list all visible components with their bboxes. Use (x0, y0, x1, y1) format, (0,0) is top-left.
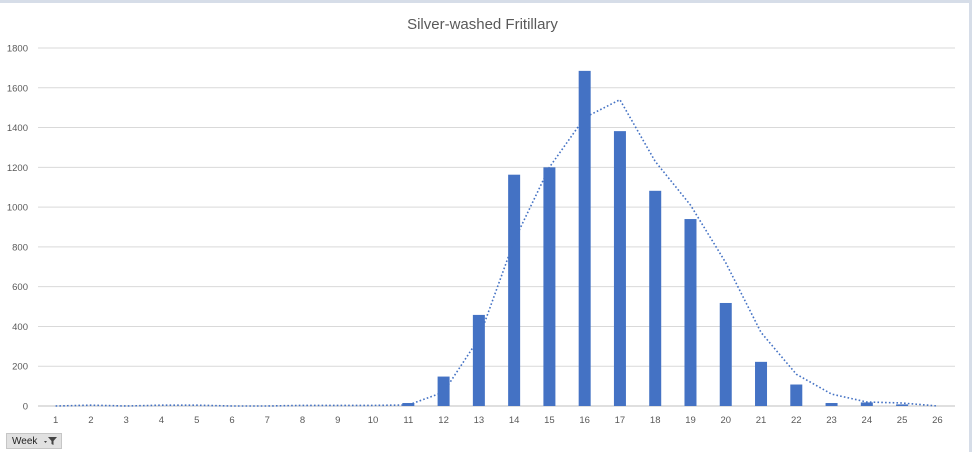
y-tick-label: 1800 (7, 44, 28, 55)
x-tick-label: 26 (932, 415, 943, 426)
x-tick-label: 7 (265, 415, 270, 426)
x-axis-ticks: 1 2 3 4 5 6 7 8 9 10 11 12 13 14 15 16 17 18 19 20 21 22 23 24 2… (53, 415, 943, 426)
bar (437, 376, 450, 406)
filter-dropdown-icon[interactable] (44, 436, 58, 446)
x-tick-label: 16 (579, 415, 590, 426)
week-field-label: Week (12, 435, 38, 447)
y-tick-label: 200 (12, 362, 28, 373)
x-tick-label: 23 (826, 415, 837, 426)
x-tick-label: 5 (194, 415, 199, 426)
x-tick-label: 10 (368, 415, 379, 426)
x-tick-label: 2 (88, 415, 93, 426)
x-tick-label: 14 (509, 415, 520, 426)
trendline (55, 98, 938, 407)
bar (649, 190, 662, 406)
y-tick-label: 1600 (7, 83, 28, 94)
x-tick-label: 20 (720, 415, 731, 426)
x-tick-label: 6 (229, 415, 234, 426)
bar-series (402, 70, 909, 406)
bar (719, 302, 732, 406)
x-tick-label: 13 (474, 415, 485, 426)
x-tick-label: 4 (159, 415, 164, 426)
x-tick-label: 12 (438, 415, 449, 426)
x-tick-label: 3 (124, 415, 129, 426)
bar (684, 219, 697, 406)
bar (508, 174, 521, 406)
bar (825, 403, 838, 406)
trendline-path (55, 98, 938, 407)
y-axis-ticks: 0 200 400 600 800 1000 1200 1400 1600 1800 (7, 44, 28, 413)
y-tick-label: 1200 (7, 163, 28, 174)
chart-title: Silver-washed Fritillary (407, 16, 558, 33)
bar (755, 361, 768, 406)
week-field-button[interactable]: Week (6, 433, 62, 449)
x-tick-label: 22 (791, 415, 802, 426)
bar (578, 70, 591, 406)
bar (790, 384, 803, 406)
y-tick-label: 400 (12, 322, 28, 333)
x-tick-label: 8 (300, 415, 305, 426)
x-tick-label: 18 (650, 415, 661, 426)
x-tick-label: 19 (685, 415, 696, 426)
bar (613, 131, 626, 406)
x-tick-label: 25 (897, 415, 908, 426)
bar (896, 404, 909, 406)
y-tick-label: 1000 (7, 203, 28, 214)
bar (472, 314, 485, 406)
gridlines (38, 47, 955, 407)
y-tick-label: 600 (12, 282, 28, 293)
y-tick-label: 1400 (7, 123, 28, 134)
x-tick-label: 21 (756, 415, 767, 426)
x-tick-label: 1 (53, 415, 58, 426)
x-tick-label: 11 (403, 415, 413, 426)
x-tick-label: 9 (335, 415, 340, 426)
bar (543, 167, 556, 406)
bar (860, 402, 873, 406)
x-tick-label: 24 (862, 415, 873, 426)
y-tick-label: 0 (23, 402, 28, 413)
y-tick-label: 800 (12, 242, 28, 253)
x-tick-label: 15 (544, 415, 555, 426)
bar (402, 403, 415, 406)
x-tick-label: 17 (615, 415, 626, 426)
